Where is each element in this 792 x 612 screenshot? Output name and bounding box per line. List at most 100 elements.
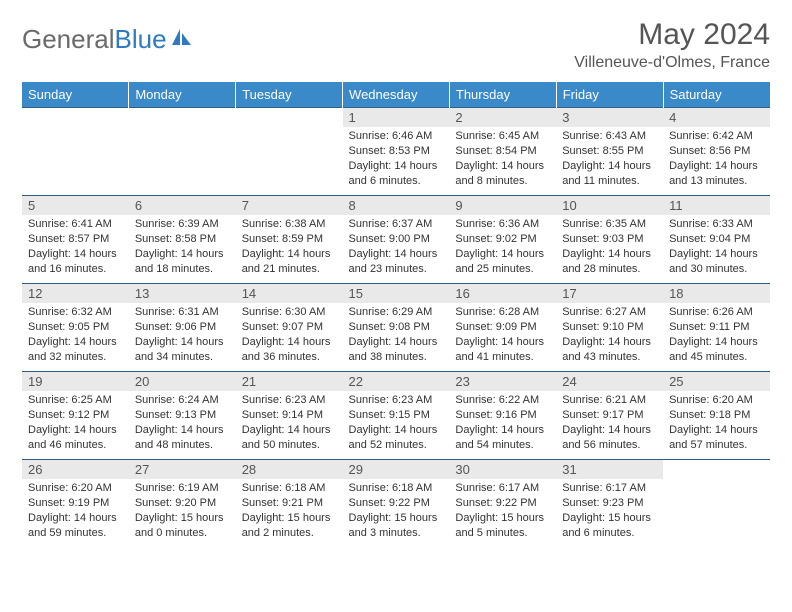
day-details: Sunrise: 6:20 AMSunset: 9:19 PMDaylight:… [22,479,129,544]
location: Villeneuve-d'Olmes, France [574,54,770,72]
sails-icon [169,27,193,49]
day-header: Thursday [449,82,556,108]
day-details: Sunrise: 6:18 AMSunset: 9:22 PMDaylight:… [343,479,450,544]
day-details: Sunrise: 6:23 AMSunset: 9:15 PMDaylight:… [343,391,450,456]
day-details: Sunrise: 6:28 AMSunset: 9:09 PMDaylight:… [449,303,556,368]
day-details: Sunrise: 6:19 AMSunset: 9:20 PMDaylight:… [129,479,236,544]
calendar-cell: .. [236,108,343,196]
day-number: 30 [449,460,556,479]
title-block: May 2024 Villeneuve-d'Olmes, France [574,18,770,72]
day-details: Sunrise: 6:17 AMSunset: 9:22 PMDaylight:… [449,479,556,544]
day-number: 10 [556,196,663,215]
day-details: Sunrise: 6:17 AMSunset: 9:23 PMDaylight:… [556,479,663,544]
day-number: 4 [663,108,770,127]
calendar-head: SundayMondayTuesdayWednesdayThursdayFrid… [22,82,770,108]
day-details: Sunrise: 6:43 AMSunset: 8:55 PMDaylight:… [556,127,663,192]
day-header: Saturday [663,82,770,108]
calendar-cell: 11Sunrise: 6:33 AMSunset: 9:04 PMDayligh… [663,196,770,284]
day-details: Sunrise: 6:22 AMSunset: 9:16 PMDaylight:… [449,391,556,456]
day-number: 12 [22,284,129,303]
calendar-cell: 4Sunrise: 6:42 AMSunset: 8:56 PMDaylight… [663,108,770,196]
calendar-cell: 13Sunrise: 6:31 AMSunset: 9:06 PMDayligh… [129,284,236,372]
day-details: Sunrise: 6:38 AMSunset: 8:59 PMDaylight:… [236,215,343,280]
day-number: 25 [663,372,770,391]
day-details: Sunrise: 6:21 AMSunset: 9:17 PMDaylight:… [556,391,663,456]
day-details: Sunrise: 6:39 AMSunset: 8:58 PMDaylight:… [129,215,236,280]
day-number: 23 [449,372,556,391]
day-number: 24 [556,372,663,391]
day-header: Wednesday [343,82,450,108]
day-number: 28 [236,460,343,479]
day-number: 7 [236,196,343,215]
calendar-week: ......1Sunrise: 6:46 AMSunset: 8:53 PMDa… [22,108,770,196]
day-details: Sunrise: 6:36 AMSunset: 9:02 PMDaylight:… [449,215,556,280]
calendar-cell: 1Sunrise: 6:46 AMSunset: 8:53 PMDaylight… [343,108,450,196]
calendar-cell: 21Sunrise: 6:23 AMSunset: 9:14 PMDayligh… [236,372,343,460]
calendar-cell: 3Sunrise: 6:43 AMSunset: 8:55 PMDaylight… [556,108,663,196]
calendar-week: 5Sunrise: 6:41 AMSunset: 8:57 PMDaylight… [22,196,770,284]
day-details: Sunrise: 6:45 AMSunset: 8:54 PMDaylight:… [449,127,556,192]
day-number: 6 [129,196,236,215]
brand-part2: Blue [115,24,167,55]
day-number: 22 [343,372,450,391]
day-header: Sunday [22,82,129,108]
calendar-week: 26Sunrise: 6:20 AMSunset: 9:19 PMDayligh… [22,460,770,548]
day-number: 18 [663,284,770,303]
day-number: 19 [22,372,129,391]
header: GeneralBlue May 2024 Villeneuve-d'Olmes,… [22,18,770,72]
day-number: 1 [343,108,450,127]
calendar-cell: 31Sunrise: 6:17 AMSunset: 9:23 PMDayligh… [556,460,663,548]
day-details: Sunrise: 6:23 AMSunset: 9:14 PMDaylight:… [236,391,343,456]
calendar-cell: 18Sunrise: 6:26 AMSunset: 9:11 PMDayligh… [663,284,770,372]
day-details: Sunrise: 6:35 AMSunset: 9:03 PMDaylight:… [556,215,663,280]
calendar-cell: 14Sunrise: 6:30 AMSunset: 9:07 PMDayligh… [236,284,343,372]
day-number: 9 [449,196,556,215]
day-number: 20 [129,372,236,391]
calendar-body: ......1Sunrise: 6:46 AMSunset: 8:53 PMDa… [22,108,770,548]
calendar-cell: 27Sunrise: 6:19 AMSunset: 9:20 PMDayligh… [129,460,236,548]
day-number: 15 [343,284,450,303]
day-number: 14 [236,284,343,303]
day-details: Sunrise: 6:42 AMSunset: 8:56 PMDaylight:… [663,127,770,192]
day-details: Sunrise: 6:24 AMSunset: 9:13 PMDaylight:… [129,391,236,456]
brand-logo: GeneralBlue [22,18,193,55]
calendar-cell: .. [129,108,236,196]
calendar-cell: 20Sunrise: 6:24 AMSunset: 9:13 PMDayligh… [129,372,236,460]
calendar-cell: 7Sunrise: 6:38 AMSunset: 8:59 PMDaylight… [236,196,343,284]
day-number: 31 [556,460,663,479]
calendar-cell: 15Sunrise: 6:29 AMSunset: 9:08 PMDayligh… [343,284,450,372]
calendar-cell: 17Sunrise: 6:27 AMSunset: 9:10 PMDayligh… [556,284,663,372]
calendar-cell: 16Sunrise: 6:28 AMSunset: 9:09 PMDayligh… [449,284,556,372]
day-number: 27 [129,460,236,479]
day-number: 17 [556,284,663,303]
day-details: Sunrise: 6:25 AMSunset: 9:12 PMDaylight:… [22,391,129,456]
calendar-cell: 6Sunrise: 6:39 AMSunset: 8:58 PMDaylight… [129,196,236,284]
day-number: 2 [449,108,556,127]
calendar-cell: 28Sunrise: 6:18 AMSunset: 9:21 PMDayligh… [236,460,343,548]
day-number: 5 [22,196,129,215]
day-details: Sunrise: 6:33 AMSunset: 9:04 PMDaylight:… [663,215,770,280]
day-number: 26 [22,460,129,479]
calendar-week: 19Sunrise: 6:25 AMSunset: 9:12 PMDayligh… [22,372,770,460]
day-details: Sunrise: 6:30 AMSunset: 9:07 PMDaylight:… [236,303,343,368]
day-number: 13 [129,284,236,303]
calendar-cell: 19Sunrise: 6:25 AMSunset: 9:12 PMDayligh… [22,372,129,460]
calendar-table: SundayMondayTuesdayWednesdayThursdayFrid… [22,82,770,548]
calendar-cell: 24Sunrise: 6:21 AMSunset: 9:17 PMDayligh… [556,372,663,460]
calendar-cell: 22Sunrise: 6:23 AMSunset: 9:15 PMDayligh… [343,372,450,460]
day-details: Sunrise: 6:46 AMSunset: 8:53 PMDaylight:… [343,127,450,192]
calendar-cell: 2Sunrise: 6:45 AMSunset: 8:54 PMDaylight… [449,108,556,196]
day-header: Friday [556,82,663,108]
calendar-cell: 12Sunrise: 6:32 AMSunset: 9:05 PMDayligh… [22,284,129,372]
calendar-cell: .. [22,108,129,196]
day-details: Sunrise: 6:41 AMSunset: 8:57 PMDaylight:… [22,215,129,280]
calendar-cell: 5Sunrise: 6:41 AMSunset: 8:57 PMDaylight… [22,196,129,284]
calendar-cell: 23Sunrise: 6:22 AMSunset: 9:16 PMDayligh… [449,372,556,460]
calendar-cell: 26Sunrise: 6:20 AMSunset: 9:19 PMDayligh… [22,460,129,548]
day-details: Sunrise: 6:29 AMSunset: 9:08 PMDaylight:… [343,303,450,368]
brand-part1: General [22,24,115,55]
calendar-cell: 10Sunrise: 6:35 AMSunset: 9:03 PMDayligh… [556,196,663,284]
calendar-cell: 25Sunrise: 6:20 AMSunset: 9:18 PMDayligh… [663,372,770,460]
day-details: Sunrise: 6:32 AMSunset: 9:05 PMDaylight:… [22,303,129,368]
calendar-cell: 30Sunrise: 6:17 AMSunset: 9:22 PMDayligh… [449,460,556,548]
